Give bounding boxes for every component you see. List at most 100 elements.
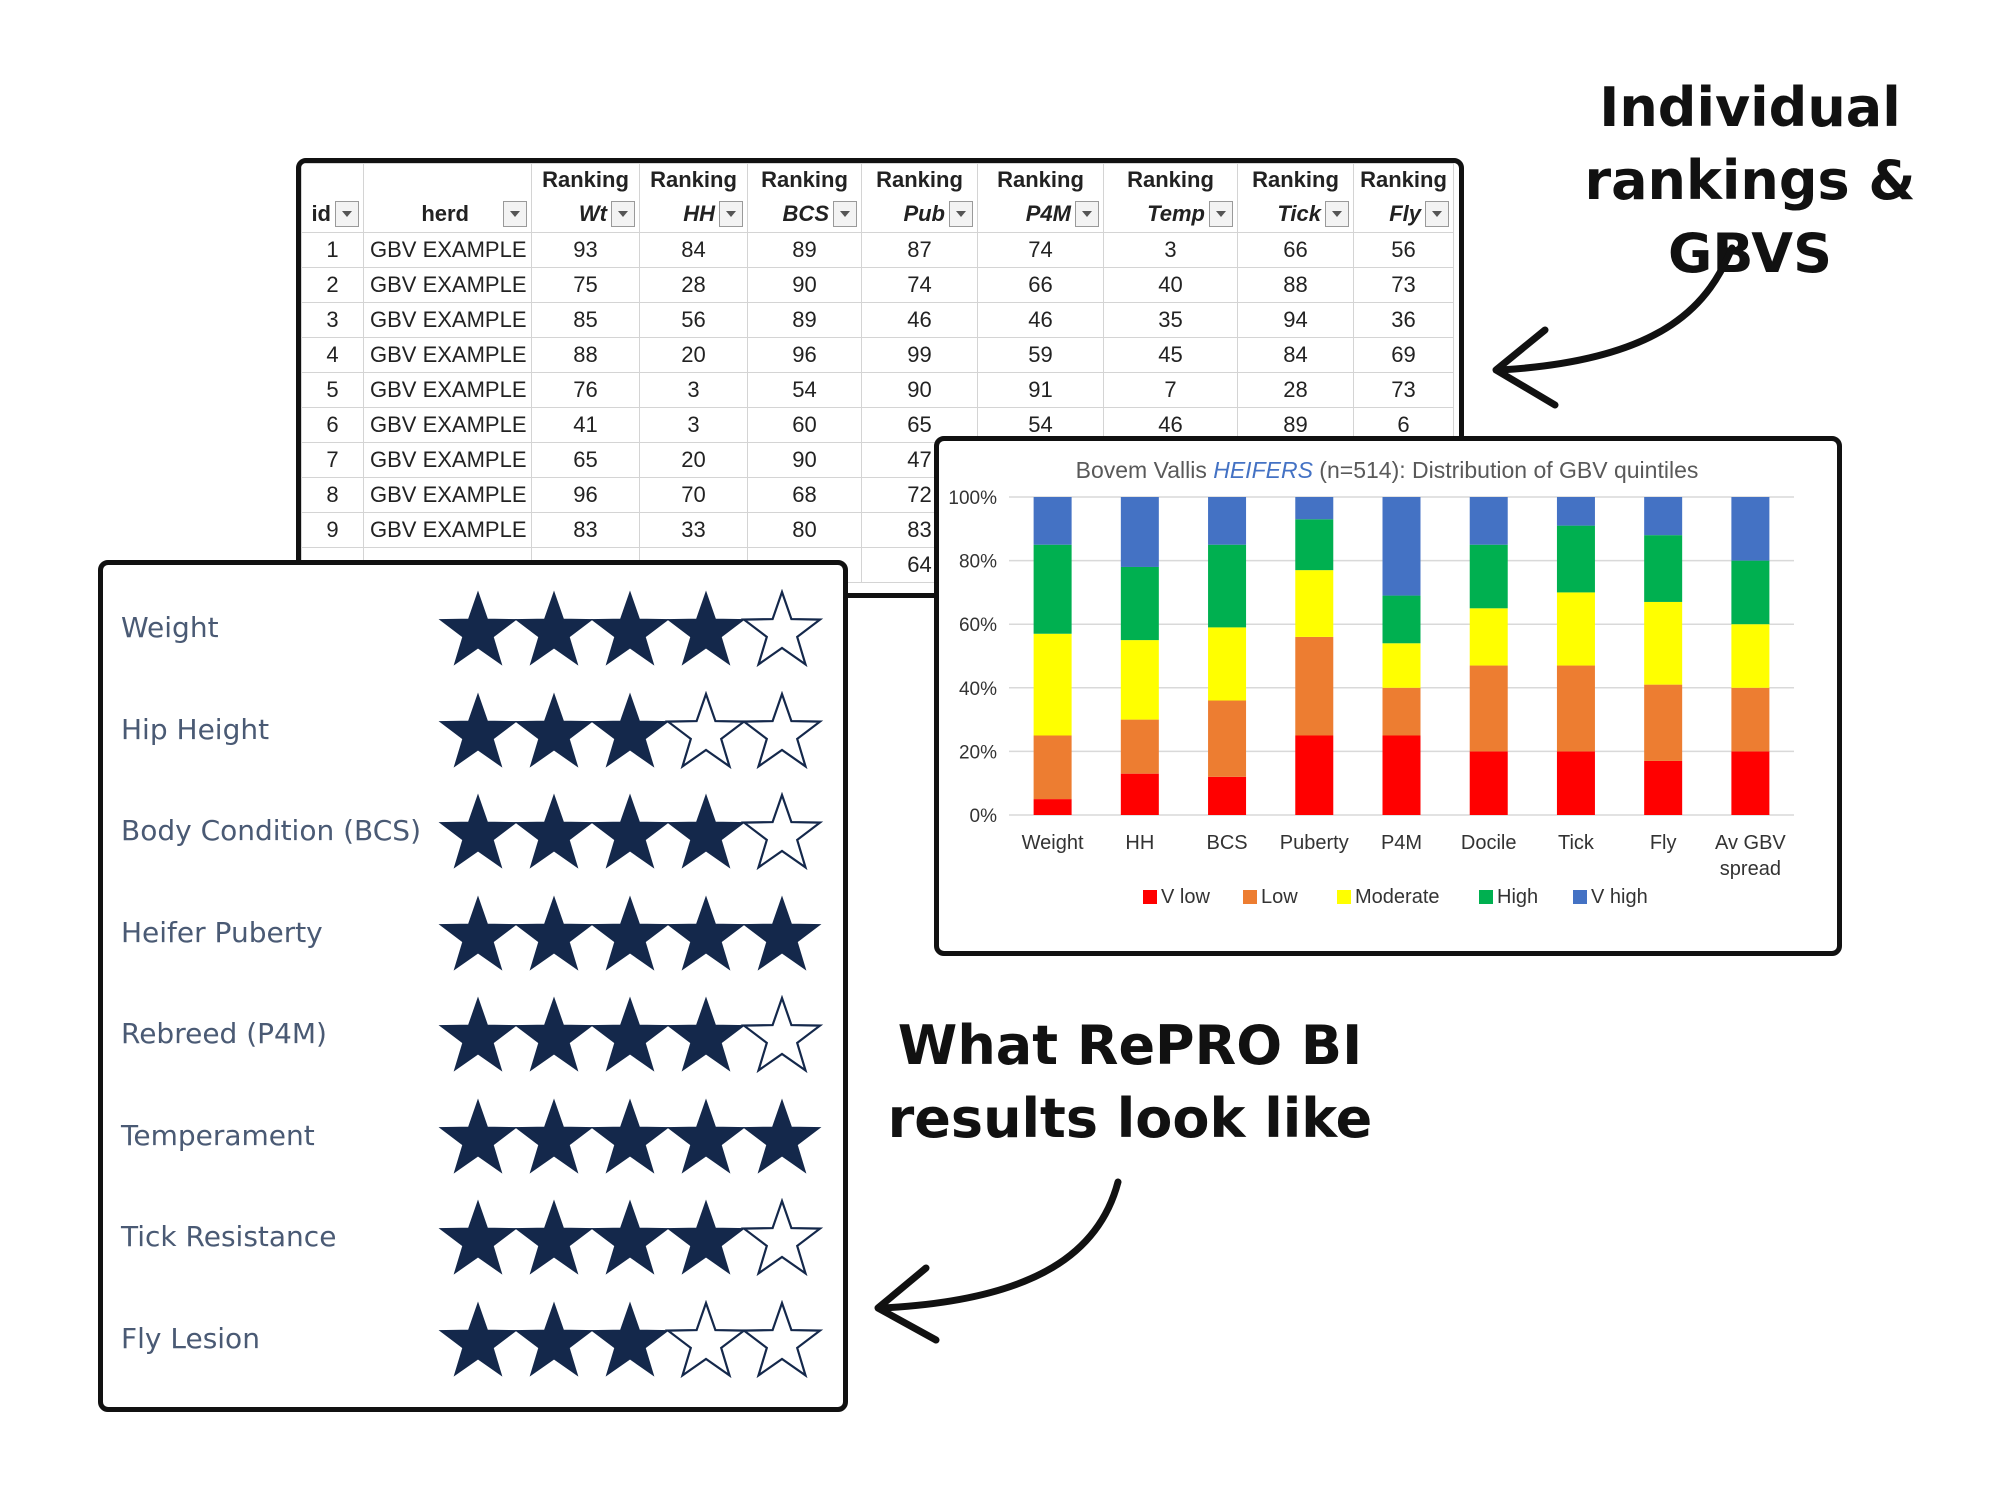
table-cell[interactable]: 59	[977, 337, 1104, 373]
table-cell[interactable]: 66	[1237, 232, 1354, 268]
table-cell[interactable]: 84	[1237, 337, 1354, 373]
filter-dropdown-icon[interactable]	[335, 201, 359, 227]
table-cell[interactable]: GBV EXAMPLE	[363, 372, 532, 408]
table-cell[interactable]: 74	[977, 232, 1104, 268]
table-cell[interactable]: 94	[1237, 302, 1354, 338]
table-cell[interactable]: 20	[639, 337, 748, 373]
table-cell[interactable]: 3	[301, 302, 364, 338]
table-cell[interactable]: 46	[861, 302, 978, 338]
y-tick-label: 60%	[959, 615, 997, 636]
table-cell[interactable]: 3	[1103, 232, 1238, 268]
table-cell[interactable]: 84	[639, 232, 748, 268]
table-cell[interactable]: 90	[747, 442, 862, 478]
x-category-label: Tick	[1558, 832, 1595, 854]
table-row[interactable]: 3 GBV EXAMPLE 85 56 89 46 46 35 94 36	[301, 302, 1454, 338]
table-cell[interactable]: 73	[1353, 372, 1454, 408]
table-cell[interactable]: 20	[639, 442, 748, 478]
table-cell[interactable]: 40	[1103, 267, 1238, 303]
table-cell[interactable]: 89	[747, 232, 862, 268]
table-cell[interactable]: 56	[1353, 232, 1454, 268]
table-cell[interactable]: 7	[301, 442, 364, 478]
table-cell[interactable]: 41	[531, 407, 640, 443]
table-cell[interactable]: 89	[747, 302, 862, 338]
table-cell[interactable]: 75	[531, 267, 640, 303]
table-cell[interactable]: 28	[639, 267, 748, 303]
empty-star-icon	[740, 589, 824, 668]
table-cell[interactable]: GBV EXAMPLE	[363, 337, 532, 373]
table-cell[interactable]: 90	[747, 267, 862, 303]
table-cell[interactable]: GBV EXAMPLE	[363, 407, 532, 443]
table-cell[interactable]: 66	[977, 267, 1104, 303]
table-cell[interactable]: 6	[301, 407, 364, 443]
table-cell[interactable]: 88	[531, 337, 640, 373]
table-cell[interactable]: GBV EXAMPLE	[363, 477, 532, 513]
table-cell[interactable]: 91	[977, 372, 1104, 408]
filter-dropdown-icon[interactable]	[1209, 201, 1233, 227]
x-category-label: Docile	[1461, 832, 1517, 854]
table-cell[interactable]: 88	[1237, 267, 1354, 303]
table-cell[interactable]: 76	[531, 372, 640, 408]
table-row[interactable]: 4 GBV EXAMPLE 88 20 96 99 59 45 84 69	[301, 337, 1454, 373]
table-cell[interactable]: 93	[531, 232, 640, 268]
column-group-header: Ranking	[1353, 163, 1454, 196]
column-header-tick: Tick	[1237, 196, 1354, 233]
table-cell[interactable]: 3	[639, 407, 748, 443]
table-cell[interactable]: 5	[301, 372, 364, 408]
table-cell[interactable]: 45	[1103, 337, 1238, 373]
filter-dropdown-icon[interactable]	[833, 201, 857, 227]
bar-segment	[1731, 687, 1770, 752]
table-cell[interactable]: 83	[531, 512, 640, 548]
table-cell[interactable]: 46	[977, 302, 1104, 338]
table-cell[interactable]: GBV EXAMPLE	[363, 302, 532, 338]
filter-dropdown-icon[interactable]	[611, 201, 635, 227]
table-cell[interactable]: 2	[301, 267, 364, 303]
filter-dropdown-icon[interactable]	[949, 201, 973, 227]
table-cell[interactable]: 85	[531, 302, 640, 338]
table-cell[interactable]: 9	[301, 512, 364, 548]
table-cell[interactable]: GBV EXAMPLE	[363, 267, 532, 303]
table-cell[interactable]: 1	[301, 232, 364, 268]
table-cell[interactable]: 8	[301, 477, 364, 513]
table-cell[interactable]: 54	[747, 372, 862, 408]
table-cell[interactable]: 65	[531, 442, 640, 478]
bar-segment	[1033, 544, 1072, 634]
table-cell[interactable]: 33	[639, 512, 748, 548]
table-cell[interactable]: 96	[531, 477, 640, 513]
table-cell[interactable]: 69	[1353, 337, 1454, 373]
table-cell[interactable]: 36	[1353, 302, 1454, 338]
filter-dropdown-icon[interactable]	[1325, 201, 1349, 227]
table-cell[interactable]: 80	[747, 512, 862, 548]
table-row[interactable]: 5 GBV EXAMPLE 76 3 54 90 91 7 28 73	[301, 372, 1454, 408]
trait-label: Temperament	[121, 1118, 315, 1152]
filter-dropdown-icon[interactable]	[719, 201, 743, 227]
table-cell[interactable]: 73	[1353, 267, 1454, 303]
table-cell[interactable]: 28	[1237, 372, 1354, 408]
table-cell[interactable]: 70	[639, 477, 748, 513]
table-cell[interactable]: 96	[747, 337, 862, 373]
table-cell[interactable]: 87	[861, 232, 978, 268]
table-cell[interactable]: 90	[861, 372, 978, 408]
filter-dropdown-icon[interactable]	[503, 201, 527, 227]
table-cell[interactable]: GBV EXAMPLE	[363, 512, 532, 548]
filled-star-icon	[438, 793, 518, 869]
table-row[interactable]: 1 GBV EXAMPLE 93 84 89 87 74 3 66 56	[301, 232, 1454, 268]
bar-segment	[1731, 560, 1770, 625]
table-cell[interactable]: 56	[639, 302, 748, 338]
table-cell[interactable]: 3	[639, 372, 748, 408]
filter-dropdown-icon[interactable]	[1425, 201, 1449, 227]
empty-star-icon	[740, 995, 824, 1074]
table-cell[interactable]: 35	[1103, 302, 1238, 338]
table-cell[interactable]: 60	[747, 407, 862, 443]
table-cell[interactable]: GBV EXAMPLE	[363, 232, 532, 268]
legend-swatch	[1573, 890, 1587, 904]
table-cell[interactable]: 74	[861, 267, 978, 303]
bar-segment	[1208, 776, 1247, 815]
table-row[interactable]: 2 GBV EXAMPLE 75 28 90 74 66 40 88 73	[301, 267, 1454, 303]
table-cell[interactable]: 7	[1103, 372, 1238, 408]
filter-dropdown-icon[interactable]	[1075, 201, 1099, 227]
table-cell[interactable]: 99	[861, 337, 978, 373]
table-cell[interactable]: GBV EXAMPLE	[363, 442, 532, 478]
table-cell[interactable]: 4	[301, 337, 364, 373]
table-cell[interactable]: 68	[747, 477, 862, 513]
callout-bottom-line1: What RePRO BI	[897, 1014, 1363, 1077]
